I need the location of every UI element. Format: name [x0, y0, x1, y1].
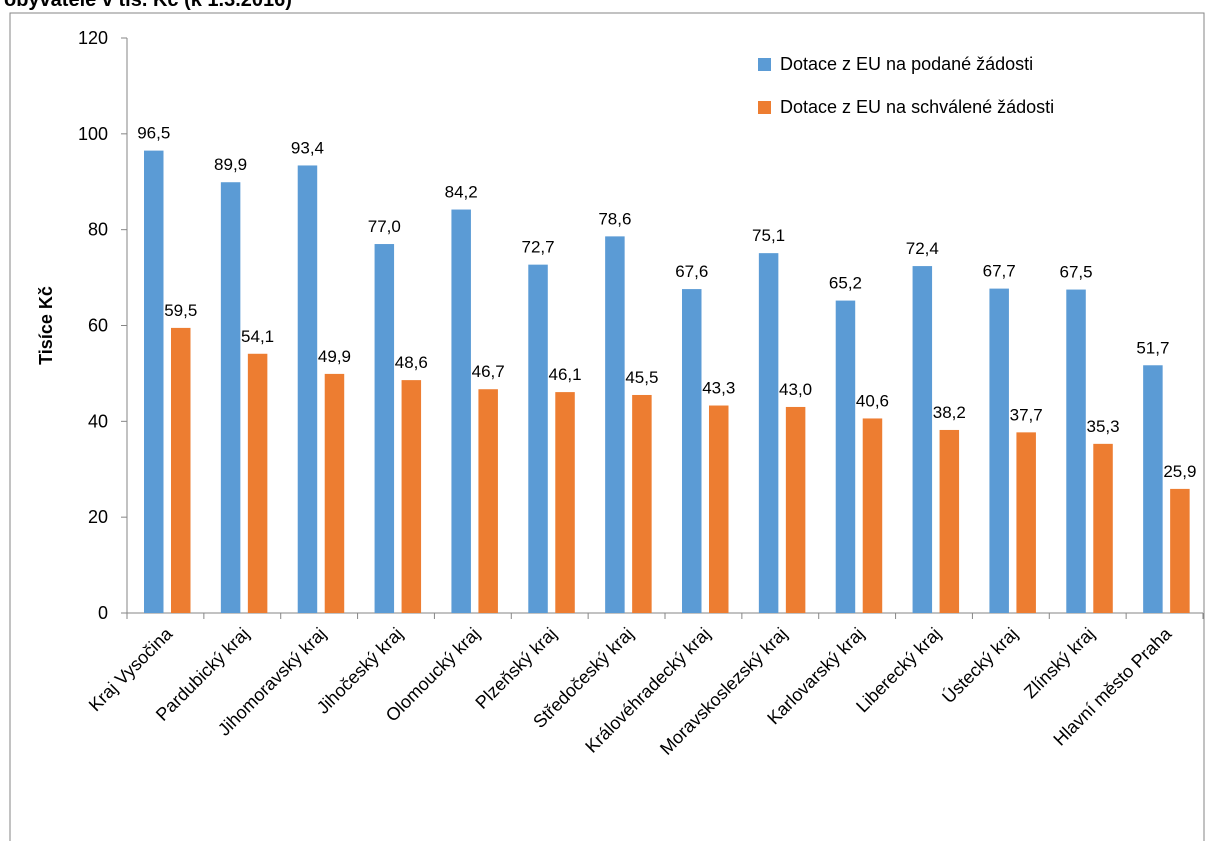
data-label-series-2: 38,2	[933, 403, 966, 422]
y-tick-label: 40	[88, 411, 108, 431]
bar-series-1	[1066, 290, 1086, 613]
bar-series-2	[632, 395, 652, 613]
bar-series-2	[248, 354, 268, 613]
legend-swatch-series-1	[758, 58, 771, 71]
bar-series-2	[402, 380, 422, 613]
bar-series-2	[863, 418, 883, 613]
bar-series-1	[1143, 365, 1163, 613]
category-label: Moravskoslezský kraj	[656, 624, 791, 759]
data-label-series-2: 35,3	[1086, 417, 1119, 436]
data-label-series-2: 59,5	[164, 301, 197, 320]
data-label-series-1: 89,9	[214, 155, 247, 174]
y-axis-label: Tisíce Kč	[36, 286, 56, 365]
data-label-series-1: 65,2	[829, 274, 862, 293]
data-label-series-1: 72,7	[521, 238, 554, 257]
bar-series-1	[836, 301, 856, 613]
data-label-series-2: 25,9	[1163, 462, 1196, 481]
category-label: Ústecký kraj	[938, 623, 1022, 707]
y-tick-label: 20	[88, 507, 108, 527]
data-label-series-2: 54,1	[241, 327, 274, 346]
data-label-series-1: 51,7	[1136, 338, 1169, 357]
bar-series-2	[940, 430, 960, 613]
bar-series-2	[325, 374, 345, 613]
data-label-series-2: 45,5	[625, 368, 658, 387]
data-label-series-2: 49,9	[318, 347, 351, 366]
data-label-series-1: 72,4	[906, 239, 939, 258]
data-label-series-2: 48,6	[395, 353, 428, 372]
y-tick-label: 100	[78, 124, 108, 144]
bar-series-2	[1170, 489, 1190, 613]
data-label-series-2: 46,1	[548, 365, 581, 384]
category-label: Zlínský kraj	[1020, 624, 1098, 702]
bar-series-1	[682, 289, 702, 613]
y-tick-label: 120	[78, 28, 108, 48]
bar-series-1	[144, 151, 164, 613]
bar-series-2	[1016, 432, 1036, 613]
data-label-series-1: 78,6	[598, 209, 631, 228]
data-label-series-1: 77,0	[368, 217, 401, 236]
bar-series-1	[913, 266, 933, 613]
bar-series-2	[709, 406, 729, 613]
data-label-series-2: 40,6	[856, 391, 889, 410]
data-label-series-1: 93,4	[291, 138, 324, 157]
bar-series-1	[221, 182, 241, 613]
data-label-series-1: 67,7	[983, 262, 1016, 281]
legend: Dotace z EU na podané žádosti Dotace z EU…	[758, 54, 1054, 117]
bar-series-1	[298, 165, 318, 613]
bar-series-2	[555, 392, 575, 613]
data-label-series-1: 96,5	[137, 124, 170, 143]
y-tick-label: 60	[88, 316, 108, 336]
legend-label-series-1: Dotace z EU na podané žádosti	[780, 54, 1033, 74]
bar-series-2	[1093, 444, 1113, 613]
y-tick-label: 80	[88, 220, 108, 240]
data-label-series-2: 43,0	[779, 380, 812, 399]
bar-series-1	[989, 289, 1009, 613]
y-tick-label: 0	[98, 603, 108, 623]
data-label-series-1: 67,6	[675, 262, 708, 281]
data-label-series-1: 67,5	[1059, 263, 1092, 282]
legend-label-series-2: Dotace z EU na schválené žádosti	[780, 97, 1054, 117]
plot-area: 0 20 40 60 80 100 120 96,5 89,9 93,4 77,0 84,2 72,7 7…	[78, 28, 1203, 759]
chart-title: obyvatele v tis. Kč (k 1.3.2016)	[4, 0, 292, 11]
bar-series-1	[759, 253, 779, 613]
bar-series-1	[528, 265, 548, 613]
bar-series-2	[171, 328, 191, 613]
data-label-series-2: 43,3	[702, 379, 735, 398]
data-label-series-1: 75,1	[752, 226, 785, 245]
data-label-series-2: 37,7	[1010, 405, 1043, 424]
legend-swatch-series-2	[758, 101, 771, 114]
bar-series-2	[478, 389, 498, 613]
bar-series-1	[451, 210, 471, 613]
data-label-series-2: 46,7	[472, 362, 505, 381]
data-label-series-1: 84,2	[445, 183, 478, 202]
bar-series-1	[375, 244, 395, 613]
category-label: Královéhradecký kraj	[581, 624, 714, 757]
bar-series-1	[605, 236, 625, 613]
bar-series-2	[786, 407, 806, 613]
